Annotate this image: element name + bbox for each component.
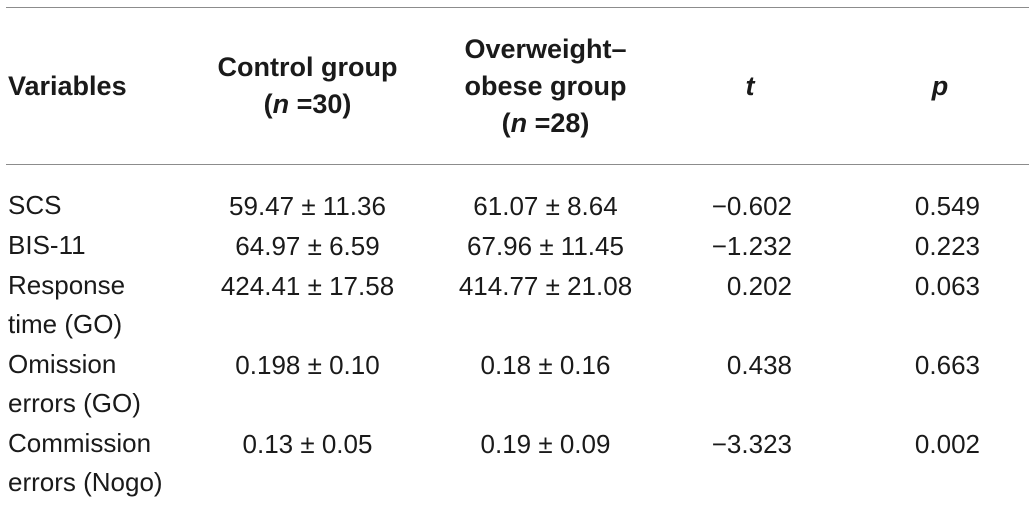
table-row: SCS 59.47 ± 11.36 61.07 ± 8.64 −0.602 0.… — [0, 186, 1035, 226]
header-control-group: Control group (n =30) — [200, 8, 415, 164]
row-p-value: 0.223 — [914, 231, 980, 261]
row-obese-value: 0.18 ± 0.16 — [480, 350, 611, 380]
header-control-n-value: 30 — [312, 89, 343, 119]
row-control-value: 64.97 ± 6.59 — [235, 231, 380, 261]
row-variable: Response time (GO) — [8, 266, 203, 344]
header-obese-label-2: obese group — [464, 70, 627, 101]
header-obese-group: Overweight– obese group (n =28) — [428, 8, 663, 164]
header-obese-n: (n =28) — [501, 107, 590, 138]
table-header-row: Variables Control group (n =30) Overweig… — [0, 8, 1035, 164]
row-variable-line2: time (GO) — [8, 309, 123, 339]
row-p-value: 0.002 — [914, 429, 980, 459]
table-row: Omission errors (GO) 0.198 ± 0.10 0.18 ± … — [0, 345, 1035, 424]
row-variable-line1: SCS — [8, 190, 62, 220]
header-obese-n-label: n — [510, 107, 528, 138]
header-variables: Variables — [8, 8, 198, 164]
row-t-value: 0.438 — [726, 350, 792, 380]
header-t-label: t — [745, 70, 755, 101]
row-variable-line1: Omission — [8, 349, 117, 379]
row-control-value: 0.198 ± 0.10 — [235, 350, 380, 380]
row-variable-line2: errors (Nogo) — [8, 467, 163, 497]
row-obese-value: 0.19 ± 0.09 — [480, 429, 611, 459]
table-row: Commission errors (Nogo) 0.13 ± 0.05 0.19… — [0, 424, 1035, 503]
row-variable: Omission errors (GO) — [8, 345, 203, 423]
row-t-value: −1.232 — [711, 231, 792, 261]
row-obese-value: 61.07 ± 8.64 — [473, 191, 618, 221]
header-variables-label: Variables — [8, 70, 127, 101]
table-body: SCS 59.47 ± 11.36 61.07 ± 8.64 −0.602 0.… — [0, 186, 1035, 503]
row-variable-line1: Commission — [8, 428, 152, 458]
header-p-label: p — [931, 70, 949, 101]
row-variable-line1: BIS-11 — [8, 230, 86, 260]
row-obese-value: 414.77 ± 21.08 — [458, 271, 633, 301]
row-control-value: 0.13 ± 0.05 — [242, 429, 373, 459]
row-variable: Commission errors (Nogo) — [8, 424, 203, 502]
header-control-label: Control group — [217, 52, 398, 82]
row-t-value: −0.602 — [711, 191, 792, 221]
header-control-n-label: n — [272, 89, 290, 119]
row-control-value: 424.41 ± 17.58 — [220, 271, 395, 301]
header-control-n: (n =30) — [263, 89, 352, 119]
header-p: p — [880, 8, 1000, 164]
header-obese-n-value: 28 — [550, 107, 581, 138]
header-t: t — [690, 8, 810, 164]
row-variable: BIS-11 — [8, 226, 203, 265]
row-variable: SCS — [8, 186, 203, 225]
row-p-value: 0.063 — [914, 271, 980, 301]
row-control-value: 59.47 ± 11.36 — [229, 191, 386, 221]
table-top-rule — [6, 7, 1029, 8]
row-t-value: −3.323 — [711, 429, 792, 459]
row-p-value: 0.549 — [914, 191, 980, 221]
table-row: Response time (GO) 424.41 ± 17.58 414.77 … — [0, 266, 1035, 345]
table-header-rule — [6, 164, 1029, 165]
row-variable-line1: Response — [8, 270, 126, 300]
row-t-value: 0.202 — [726, 271, 792, 301]
row-variable-line2: errors (GO) — [8, 388, 141, 418]
header-obese-label-1: Overweight– — [464, 33, 627, 64]
table-row: BIS-11 64.97 ± 6.59 67.96 ± 11.45 −1.232… — [0, 226, 1035, 266]
row-p-value: 0.663 — [914, 350, 980, 380]
row-obese-value: 67.96 ± 11.45 — [467, 231, 624, 261]
